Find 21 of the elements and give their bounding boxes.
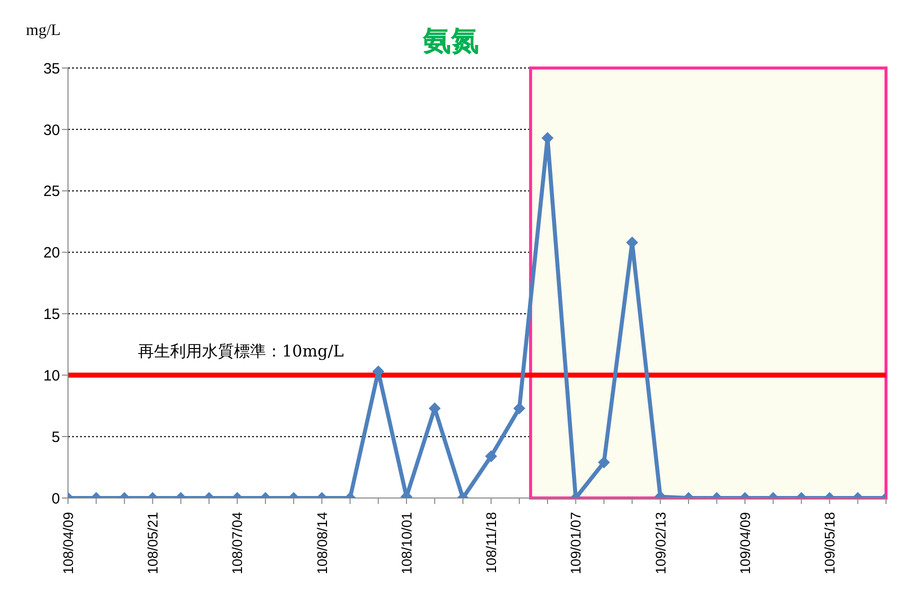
y-tick-label: 25 [43, 183, 60, 200]
x-tick-label: 108/11/18 [483, 512, 500, 574]
x-tick-label: 108/08/14 [314, 512, 330, 574]
ref-line-label: 再生利用水質標準：10mg/L [138, 342, 344, 361]
x-tick-label: 109/04/09 [736, 512, 753, 574]
y-tick-label: 30 [43, 122, 60, 139]
x-tick-label: 108/07/04 [229, 512, 246, 574]
y-tick-label: 10 [43, 367, 60, 384]
chart-title: 氨氮 [423, 24, 479, 57]
y-tick-label: 15 [43, 306, 60, 324]
y-tick-label: 5 [52, 428, 60, 446]
x-tick-label: 108/10/01 [398, 512, 414, 574]
y-tick-label: 0 [52, 490, 60, 508]
x-tick-label: 109/02/13 [652, 512, 668, 574]
y-tick-label: 35 [43, 60, 60, 78]
x-tick-label: 109/05/18 [822, 512, 838, 574]
y-axis-title: mg/L [26, 22, 61, 40]
x-tick-label: 108/05/21 [144, 512, 161, 574]
x-tick-label: 109/01/07 [568, 512, 584, 574]
y-tick-label: 20 [43, 244, 60, 262]
x-tick-label: 108/04/09 [60, 512, 76, 574]
